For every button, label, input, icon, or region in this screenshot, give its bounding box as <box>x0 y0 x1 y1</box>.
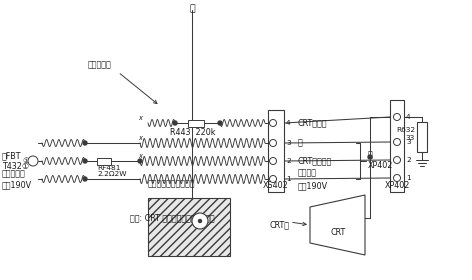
Text: 2.2Ω2W: 2.2Ω2W <box>97 171 126 177</box>
Text: 4: 4 <box>286 120 291 126</box>
Text: 2: 2 <box>406 157 411 163</box>
Text: 印刷板铜箔: 印刷板铜箔 <box>88 60 112 69</box>
Circle shape <box>394 113 401 120</box>
Circle shape <box>83 141 87 145</box>
Text: 33: 33 <box>406 135 415 141</box>
Text: 电压190V: 电压190V <box>2 180 32 189</box>
Circle shape <box>394 174 401 181</box>
Text: 至FBT: 至FBT <box>2 151 22 160</box>
Text: 至: 至 <box>368 151 373 160</box>
Text: 电压190V: 电压190V <box>298 181 328 190</box>
Circle shape <box>270 120 277 127</box>
Circle shape <box>218 121 222 125</box>
Circle shape <box>270 157 277 165</box>
Text: 注意: CRT 地与电路地没有连在一起: 注意: CRT 地与电路地没有连在一起 <box>130 213 215 222</box>
Text: R632: R632 <box>396 127 415 133</box>
Circle shape <box>192 213 208 229</box>
Text: CRT: CRT <box>330 228 346 237</box>
Bar <box>417 122 427 152</box>
Text: CRT接地线: CRT接地线 <box>298 118 328 127</box>
Circle shape <box>368 155 372 159</box>
Circle shape <box>138 159 142 163</box>
Circle shape <box>270 139 277 146</box>
Text: CRT灯丝电压: CRT灯丝电压 <box>298 157 332 165</box>
Text: 地: 地 <box>298 139 303 148</box>
Text: XP402: XP402 <box>368 162 393 171</box>
Text: RF481: RF481 <box>97 165 120 171</box>
Bar <box>97 157 111 165</box>
Polygon shape <box>310 195 365 255</box>
Text: x: x <box>138 153 142 159</box>
Circle shape <box>83 177 87 181</box>
Text: 2: 2 <box>286 158 291 164</box>
Text: XP402: XP402 <box>384 181 410 190</box>
Text: T432①: T432① <box>2 162 29 171</box>
Text: R443  220k: R443 220k <box>170 128 216 137</box>
Text: 4: 4 <box>406 114 411 120</box>
Text: XS402: XS402 <box>263 181 289 190</box>
Text: 固定印刷电路板螺钉孔: 固定印刷电路板螺钉孔 <box>148 179 195 188</box>
Circle shape <box>394 139 401 146</box>
Circle shape <box>83 159 87 163</box>
Bar <box>390 100 404 192</box>
Bar <box>268 110 284 192</box>
Text: ①: ① <box>23 158 29 164</box>
Bar <box>188 120 204 127</box>
Circle shape <box>270 176 277 183</box>
Circle shape <box>173 121 177 125</box>
Text: x: x <box>138 135 142 141</box>
Text: 1: 1 <box>286 176 291 182</box>
Bar <box>148 198 230 256</box>
Text: x: x <box>138 115 142 121</box>
Text: 3: 3 <box>406 139 411 145</box>
Text: 3: 3 <box>286 140 291 146</box>
Text: 1: 1 <box>406 175 411 181</box>
Circle shape <box>28 156 38 166</box>
Text: CRT地: CRT地 <box>270 220 290 229</box>
Circle shape <box>199 220 202 223</box>
Circle shape <box>394 157 401 164</box>
Text: 至电源视放: 至电源视放 <box>2 169 26 178</box>
Text: 地: 地 <box>189 4 195 13</box>
Text: 末级视放: 末级视放 <box>298 168 317 177</box>
